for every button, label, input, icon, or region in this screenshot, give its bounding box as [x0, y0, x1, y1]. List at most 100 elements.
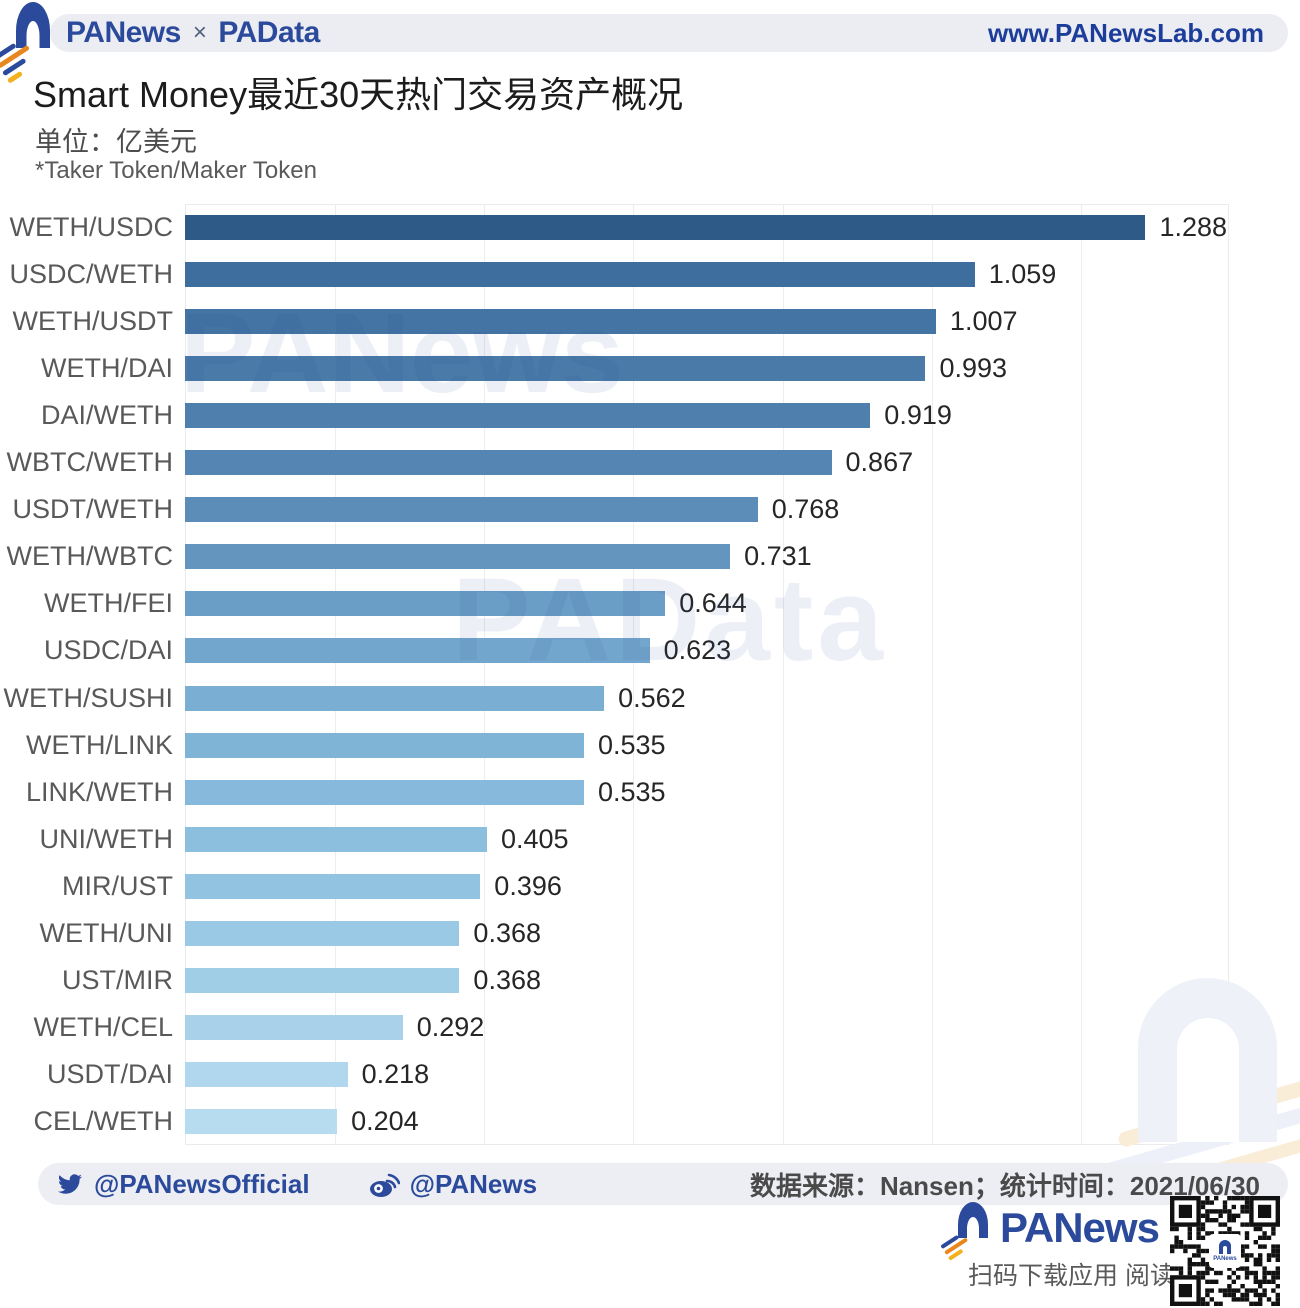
panews-logo-icon: [0, 2, 68, 84]
twitter-icon: [58, 1174, 82, 1194]
footer-band: @PANewsOfficial @PANews 数据来源：Nansen；统计时间…: [38, 1163, 1288, 1205]
bar-row: DAI/WETH 0.919: [0, 392, 1300, 439]
bar-row: USDC/DAI 0.623: [0, 627, 1300, 674]
watermark-arch-logo: [1138, 978, 1277, 1142]
bar-value: 0.623: [663, 635, 732, 666]
qr-center-logo: PANews: [1209, 1234, 1241, 1268]
bar-row: CEL/WETH 0.204: [0, 1098, 1300, 1145]
bar: [185, 1061, 348, 1087]
gridline: [633, 205, 635, 1144]
qr-mini-arch-icon: [1219, 1240, 1231, 1254]
bar-row: WETH/USDT 1.007: [0, 298, 1300, 345]
bar: [185, 544, 731, 570]
bar-label: USDC/WETH: [9, 259, 174, 290]
bar-value: 0.204: [351, 1105, 419, 1136]
unit-subtitle: 单位：亿美元: [35, 127, 197, 157]
bar: [185, 779, 584, 805]
bar-label: LINK/WETH: [25, 776, 173, 807]
brand-panews: PANews: [66, 16, 181, 49]
bar-row: MIR/UST 0.396: [0, 863, 1300, 910]
bar-value: 0.292: [416, 1011, 485, 1042]
logo-arch: [16, 2, 50, 48]
bar: [185, 638, 650, 664]
bar: [185, 1108, 338, 1134]
bar: [185, 591, 666, 617]
bar-row: UST/MIR 0.368: [0, 957, 1300, 1004]
bar-label: DAI/WETH: [41, 400, 173, 431]
bar-value: 0.368: [473, 917, 541, 948]
bar-label: WETH/SUSHI: [3, 682, 173, 713]
brand-lockup: PANews × PAData: [66, 16, 320, 50]
bar-label: WETH/WBTC: [6, 541, 173, 572]
twitter-social: @PANewsOfficial: [56, 1169, 310, 1200]
bar: [185, 215, 1146, 241]
bar-value: 0.396: [494, 870, 562, 901]
page-title: Smart Money最近30天热门交易资产概况: [33, 74, 684, 115]
bar-row: WBTC/WETH 0.867: [0, 439, 1300, 486]
gridline: [1080, 205, 1082, 1144]
bar: [185, 262, 975, 288]
bar-row: USDT/WETH 0.768: [0, 486, 1300, 533]
bar-row: WETH/FEI 0.644: [0, 580, 1300, 627]
bar: [185, 1014, 403, 1040]
bar-value: 1.288: [1159, 212, 1228, 242]
bar: [185, 497, 758, 523]
bar-value: 0.919: [884, 400, 952, 431]
bar-value: 0.562: [618, 682, 686, 713]
bar-label: WETH/CEL: [33, 1011, 173, 1042]
bar-row: USDC/WETH 1.059: [0, 251, 1300, 298]
bar-value: 0.405: [501, 823, 569, 854]
bar-label: USDC/DAI: [43, 635, 173, 666]
bar-value: 0.535: [597, 729, 666, 760]
bar: [185, 732, 584, 758]
qr-mini-brand: PANews: [1213, 1256, 1237, 1262]
bar-row: WETH/CEL 0.292: [0, 1004, 1300, 1051]
bar: [185, 403, 871, 429]
bar-label: CEL/WETH: [33, 1105, 173, 1136]
brand-cross: ×: [192, 19, 207, 46]
bar-value: 0.993: [939, 353, 1008, 384]
bar-label: UST/MIR: [62, 964, 173, 995]
pair-note: *Taker Token/Maker Token: [35, 157, 317, 184]
bar: [185, 450, 832, 476]
bar-label: MIR/UST: [62, 870, 173, 901]
bar-value: 0.768: [771, 494, 840, 525]
bar-value: 0.535: [597, 776, 666, 807]
bar-label: UNI/WETH: [39, 823, 173, 854]
bar-value: 0.218: [361, 1058, 430, 1089]
bar-label: WETH/FEI: [44, 588, 173, 619]
bar-label: USDT/WETH: [12, 494, 173, 525]
bar-value: 0.644: [679, 588, 747, 619]
bar-label: USDT/DAI: [46, 1058, 173, 1089]
bar-row: WETH/DAI 0.993: [0, 345, 1300, 392]
bar-chart: WETH/USDC 1.288 USDC/WETH 1.059 WETH/USDT 1.0…: [0, 204, 1300, 1145]
footer-logo: PANews: [940, 1202, 1160, 1261]
bar-value: 0.368: [473, 964, 541, 995]
bar: [185, 873, 481, 899]
bar-row: WETH/SUSHI 0.562: [0, 675, 1300, 722]
bar-label: WETH/USDT: [12, 306, 173, 337]
bar-label: WBTC/WETH: [6, 447, 173, 478]
bar-row: WETH/WBTC 0.731: [0, 533, 1300, 580]
bar-label: WETH/UNI: [39, 917, 173, 948]
bar-value: 0.867: [845, 447, 914, 478]
bar-row: UNI/WETH 0.405: [0, 816, 1300, 863]
gridline: [931, 205, 933, 1144]
bar: [185, 967, 460, 993]
brand-padata: PAData: [218, 16, 320, 49]
twitter-handle: @PANewsOfficial: [94, 1168, 310, 1199]
bar-label: WETH/USDC: [9, 212, 174, 242]
bar-value: 1.007: [949, 306, 1018, 337]
bar-label: WETH/DAI: [41, 353, 173, 384]
bar: [185, 920, 460, 946]
weibo-handle: @PANews: [409, 1168, 538, 1199]
bar-label: WETH/LINK: [25, 729, 173, 760]
site-url: www.PANewsLab.com: [988, 17, 1264, 48]
bar-value: 1.059: [988, 259, 1057, 290]
footer-brand-text: PANews: [1000, 1204, 1160, 1251]
data-source: 数据来源：Nansen；统计时间：2021/06/30: [749, 1170, 1260, 1201]
gridline: [335, 205, 337, 1144]
bar-row: WETH/USDC 1.288: [0, 204, 1300, 251]
plot-area: [185, 204, 1229, 1145]
